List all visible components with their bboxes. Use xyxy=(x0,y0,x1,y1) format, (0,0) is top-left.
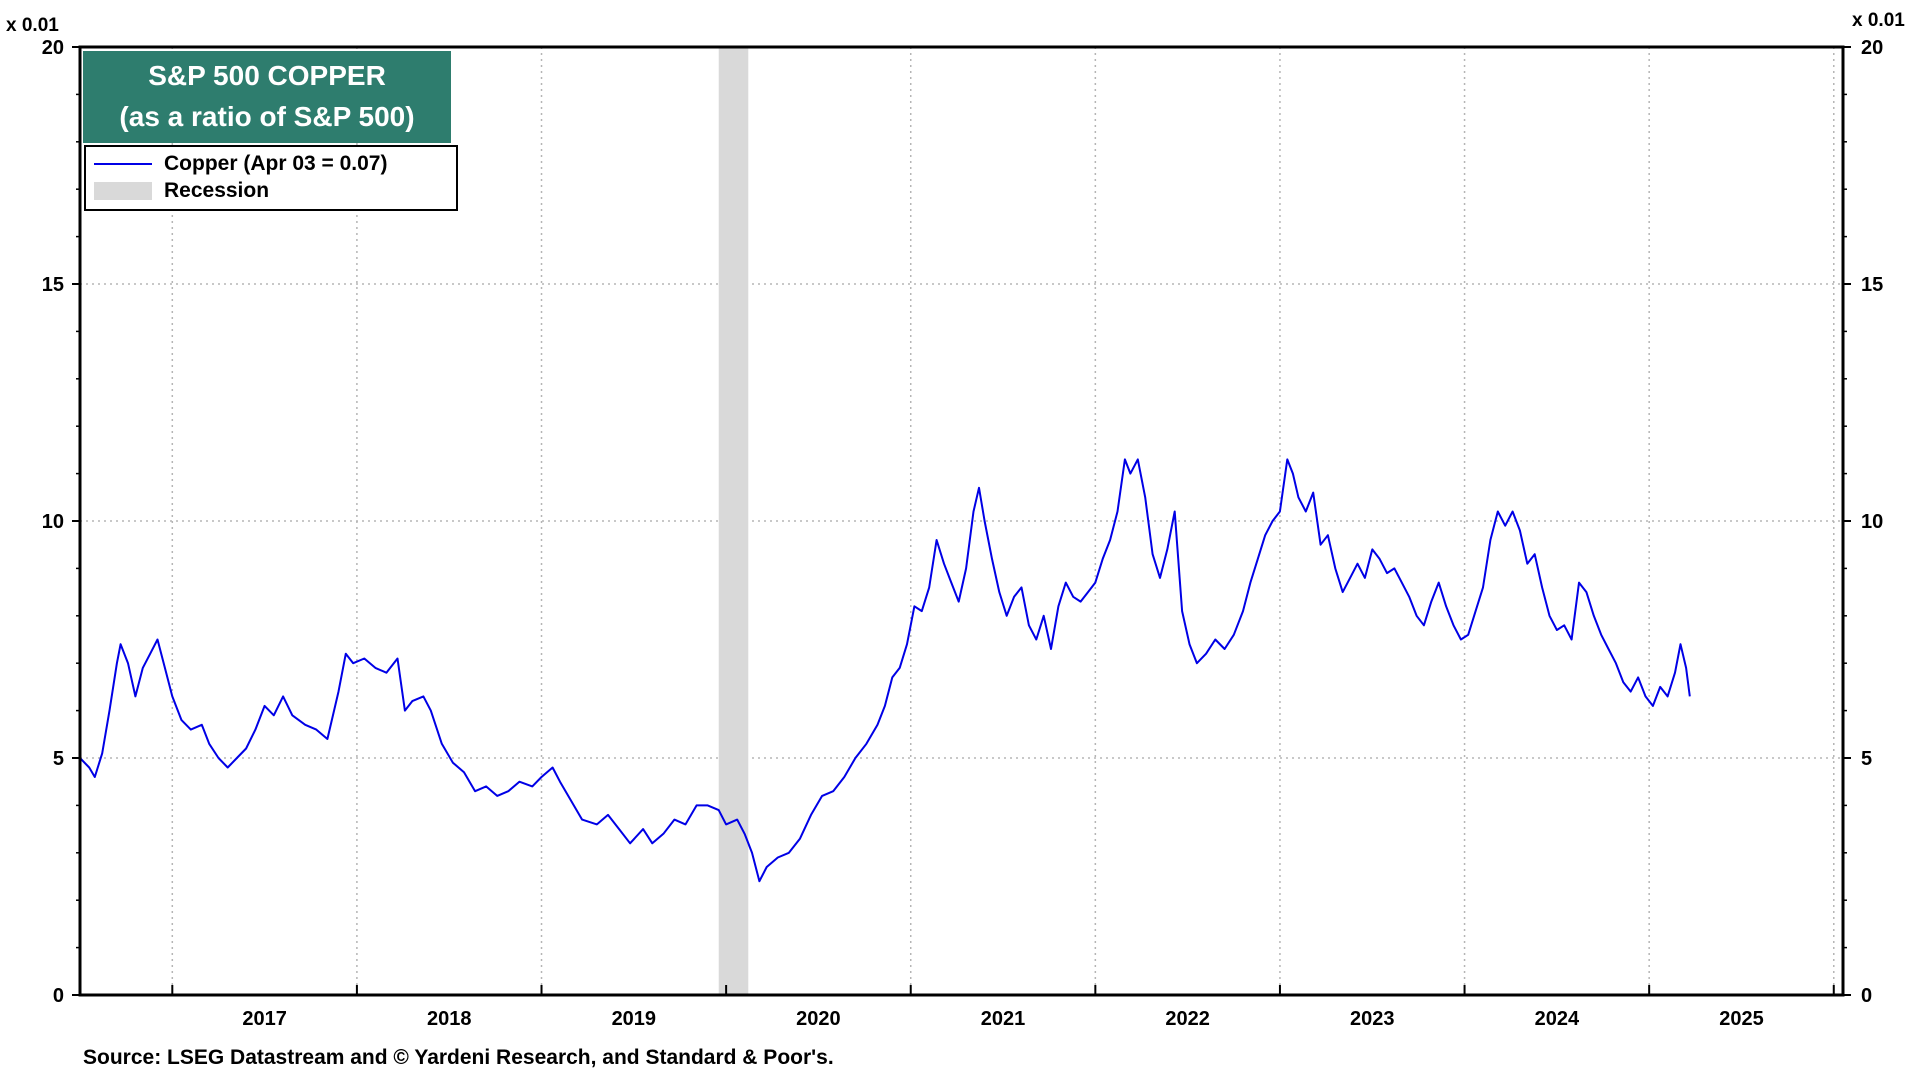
y-unit-left: x 0.01 xyxy=(6,15,59,36)
legend-item-copper: Copper (Apr 03 = 0.07) xyxy=(94,151,387,177)
x-tick-label: 2021 xyxy=(981,1008,1026,1030)
y-tick-label-left: 0 xyxy=(53,985,64,1007)
legend-line-swatch xyxy=(94,163,152,165)
y-tick-label-right: 5 xyxy=(1861,748,1872,770)
y-tick-label-right: 15 xyxy=(1861,274,1883,296)
chart-title: S&P 500 COPPER xyxy=(148,60,386,91)
y-tick-label-right: 0 xyxy=(1861,985,1872,1007)
legend: Copper (Apr 03 = 0.07) Recession xyxy=(84,145,458,211)
legend-recession-swatch xyxy=(94,182,152,200)
x-tick-label: 2023 xyxy=(1350,1008,1395,1030)
y-tick-label-right: 10 xyxy=(1861,511,1883,533)
x-tick-label: 2020 xyxy=(796,1008,841,1030)
x-tick-label: 2019 xyxy=(612,1008,657,1030)
x-tick-label: 2018 xyxy=(427,1008,472,1030)
chart-subtitle: (as a ratio of S&P 500) xyxy=(119,101,415,132)
y-tick-label-left: 10 xyxy=(42,511,64,533)
x-tick-label: 2024 xyxy=(1535,1008,1580,1030)
legend-label-recession: Recession xyxy=(164,179,270,202)
y-tick-label-left: 15 xyxy=(42,274,64,296)
series-line-copper xyxy=(79,458,1691,883)
source-note: Source: LSEG Datastream and © Yardeni Re… xyxy=(83,1046,834,1069)
y-tick-label-left: 20 xyxy=(42,37,64,59)
recession-bands xyxy=(718,47,749,995)
x-tick-label: 2022 xyxy=(1165,1008,1210,1030)
y-tick-label-right: 20 xyxy=(1861,37,1883,59)
legend-item-recession: Recession xyxy=(94,178,269,204)
recession-band xyxy=(718,47,749,995)
axis-ticks xyxy=(72,46,1851,996)
x-tick-label: 2017 xyxy=(242,1008,287,1030)
x-tick-label: 2025 xyxy=(1719,1008,1764,1030)
y-unit-right: x 0.01 xyxy=(1852,10,1905,31)
y-tick-label-left: 5 xyxy=(53,748,64,770)
chart-title-box: S&P 500 COPPER (as a ratio of S&P 500) xyxy=(83,51,451,143)
legend-label-copper: Copper (Apr 03 = 0.07) xyxy=(164,152,388,175)
series-lines xyxy=(79,458,1691,883)
